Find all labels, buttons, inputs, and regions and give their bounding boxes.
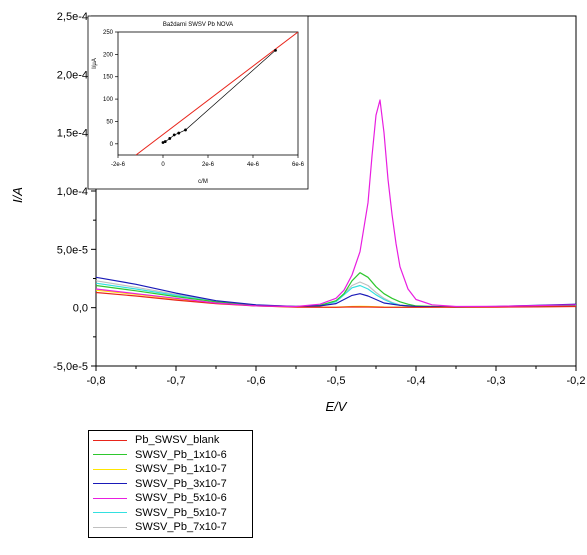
legend-label: SWSV_Pb_1x10-7: [135, 463, 227, 476]
x-tick-label: -0,3: [487, 375, 506, 387]
x-tick-label: -0,5: [327, 375, 346, 387]
inset-y-tick-label: 0: [110, 142, 114, 148]
legend-label: SWSV_Pb_3x10-7: [135, 477, 227, 490]
inset-data-point: [274, 48, 277, 52]
legend-item: SWSV_Pb_7x10-7: [93, 520, 248, 535]
series-line-3: [96, 276, 576, 308]
x-tick-label: -0,8: [87, 375, 106, 387]
legend-swatch: [93, 512, 127, 514]
inset-data-point: [184, 128, 187, 132]
inset-background: [87, 15, 309, 190]
inset-y-axis-label: I/µA: [92, 58, 98, 69]
legend-label: SWSV_Pb_7x10-7: [135, 521, 227, 534]
legend-item: SWSV_Pb_5x10-7: [93, 506, 248, 521]
inset-x-tick-label: -2e-6: [111, 162, 126, 168]
inset-fit-line: [135, 32, 298, 155]
y-tick-label: -5,0e-5: [53, 361, 88, 373]
y-axis-label: I/A: [10, 187, 25, 203]
inset-data-point: [168, 137, 172, 140]
y-tick-label: 2,0e-4: [57, 69, 88, 81]
x-axis-label: E/V: [326, 399, 348, 414]
x-tick-label: -0,6: [247, 375, 266, 387]
legend-item: SWSV_Pb_3x10-7: [93, 477, 248, 492]
inset-y-tick-label: 100: [103, 97, 114, 103]
legend: Pb_SWSV_blank SWSV_Pb_1x10-6 SWSV_Pb_1x10-…: [88, 430, 253, 538]
y-tick-label: 0,0: [73, 303, 88, 315]
main-plot-area: -0,8 -0,7 -0,6 -0,5 -0,4 -0,3 -0,2 2,5e-4 2,0e-4…: [10, 11, 585, 414]
y-tick-label: 1,5e-4: [57, 128, 88, 140]
inset-y-tick-label: 200: [103, 52, 114, 58]
legend-item: SWSV_Pb_5x10-6: [93, 491, 248, 506]
legend-swatch: [93, 497, 127, 499]
legend-swatch: [93, 526, 127, 528]
inset-data-point: [163, 140, 167, 143]
legend-label: SWSV_Pb_5x10-6: [135, 492, 227, 505]
y-tick-label: 1,0e-4: [57, 186, 88, 198]
inset-data-point: [161, 141, 165, 144]
legend-swatch: [93, 468, 127, 470]
inset-x-tick-label: 2e-6: [202, 162, 215, 168]
inset-data-point: [177, 131, 181, 135]
legend-item: SWSV_Pb_1x10-7: [93, 462, 248, 477]
inset-x-tick-label: 4e-6: [247, 162, 260, 168]
legend-item: SWSV_Pb_1x10-6: [93, 448, 248, 463]
inset-data-point: [172, 133, 176, 137]
legend-item: Pb_SWSV_blank: [93, 433, 248, 448]
legend-label: SWSV_Pb_1x10-6: [135, 448, 227, 461]
series-line-0: [96, 291, 576, 308]
legend-label: Pb_SWSV_blank: [135, 434, 220, 447]
x-tick-label: -0,4: [407, 375, 426, 387]
y-tick-label: 5,0e-5: [57, 244, 88, 256]
legend-label: SWSV_Pb_5x10-7: [135, 506, 227, 519]
inset-y-tick-label: 150: [103, 75, 114, 81]
inset-calibration-plot: Baždarni SWSV Pb NOVA -2e-6 0 2e-6 4e-6 6e-6 2…: [87, 15, 309, 190]
inset-y-tick-label: 250: [103, 30, 114, 36]
legend-swatch: [93, 439, 127, 441]
inset-x-tick-label: 6e-6: [292, 162, 305, 168]
y-tick-label: 2,5e-4: [57, 11, 88, 23]
inset-x-tick-label: 0: [161, 162, 165, 168]
legend-swatch: [93, 483, 127, 485]
inset-title: Baždarni SWSV Pb NOVA: [163, 22, 233, 28]
x-tick-label: -0,2: [567, 375, 586, 387]
legend-swatch: [93, 454, 127, 456]
x-tick-label: -0,7: [167, 375, 186, 387]
series-line-4: [96, 99, 576, 308]
inset-y-tick-label: 50: [106, 119, 113, 125]
inset-x-axis-label: c/M: [198, 179, 208, 185]
